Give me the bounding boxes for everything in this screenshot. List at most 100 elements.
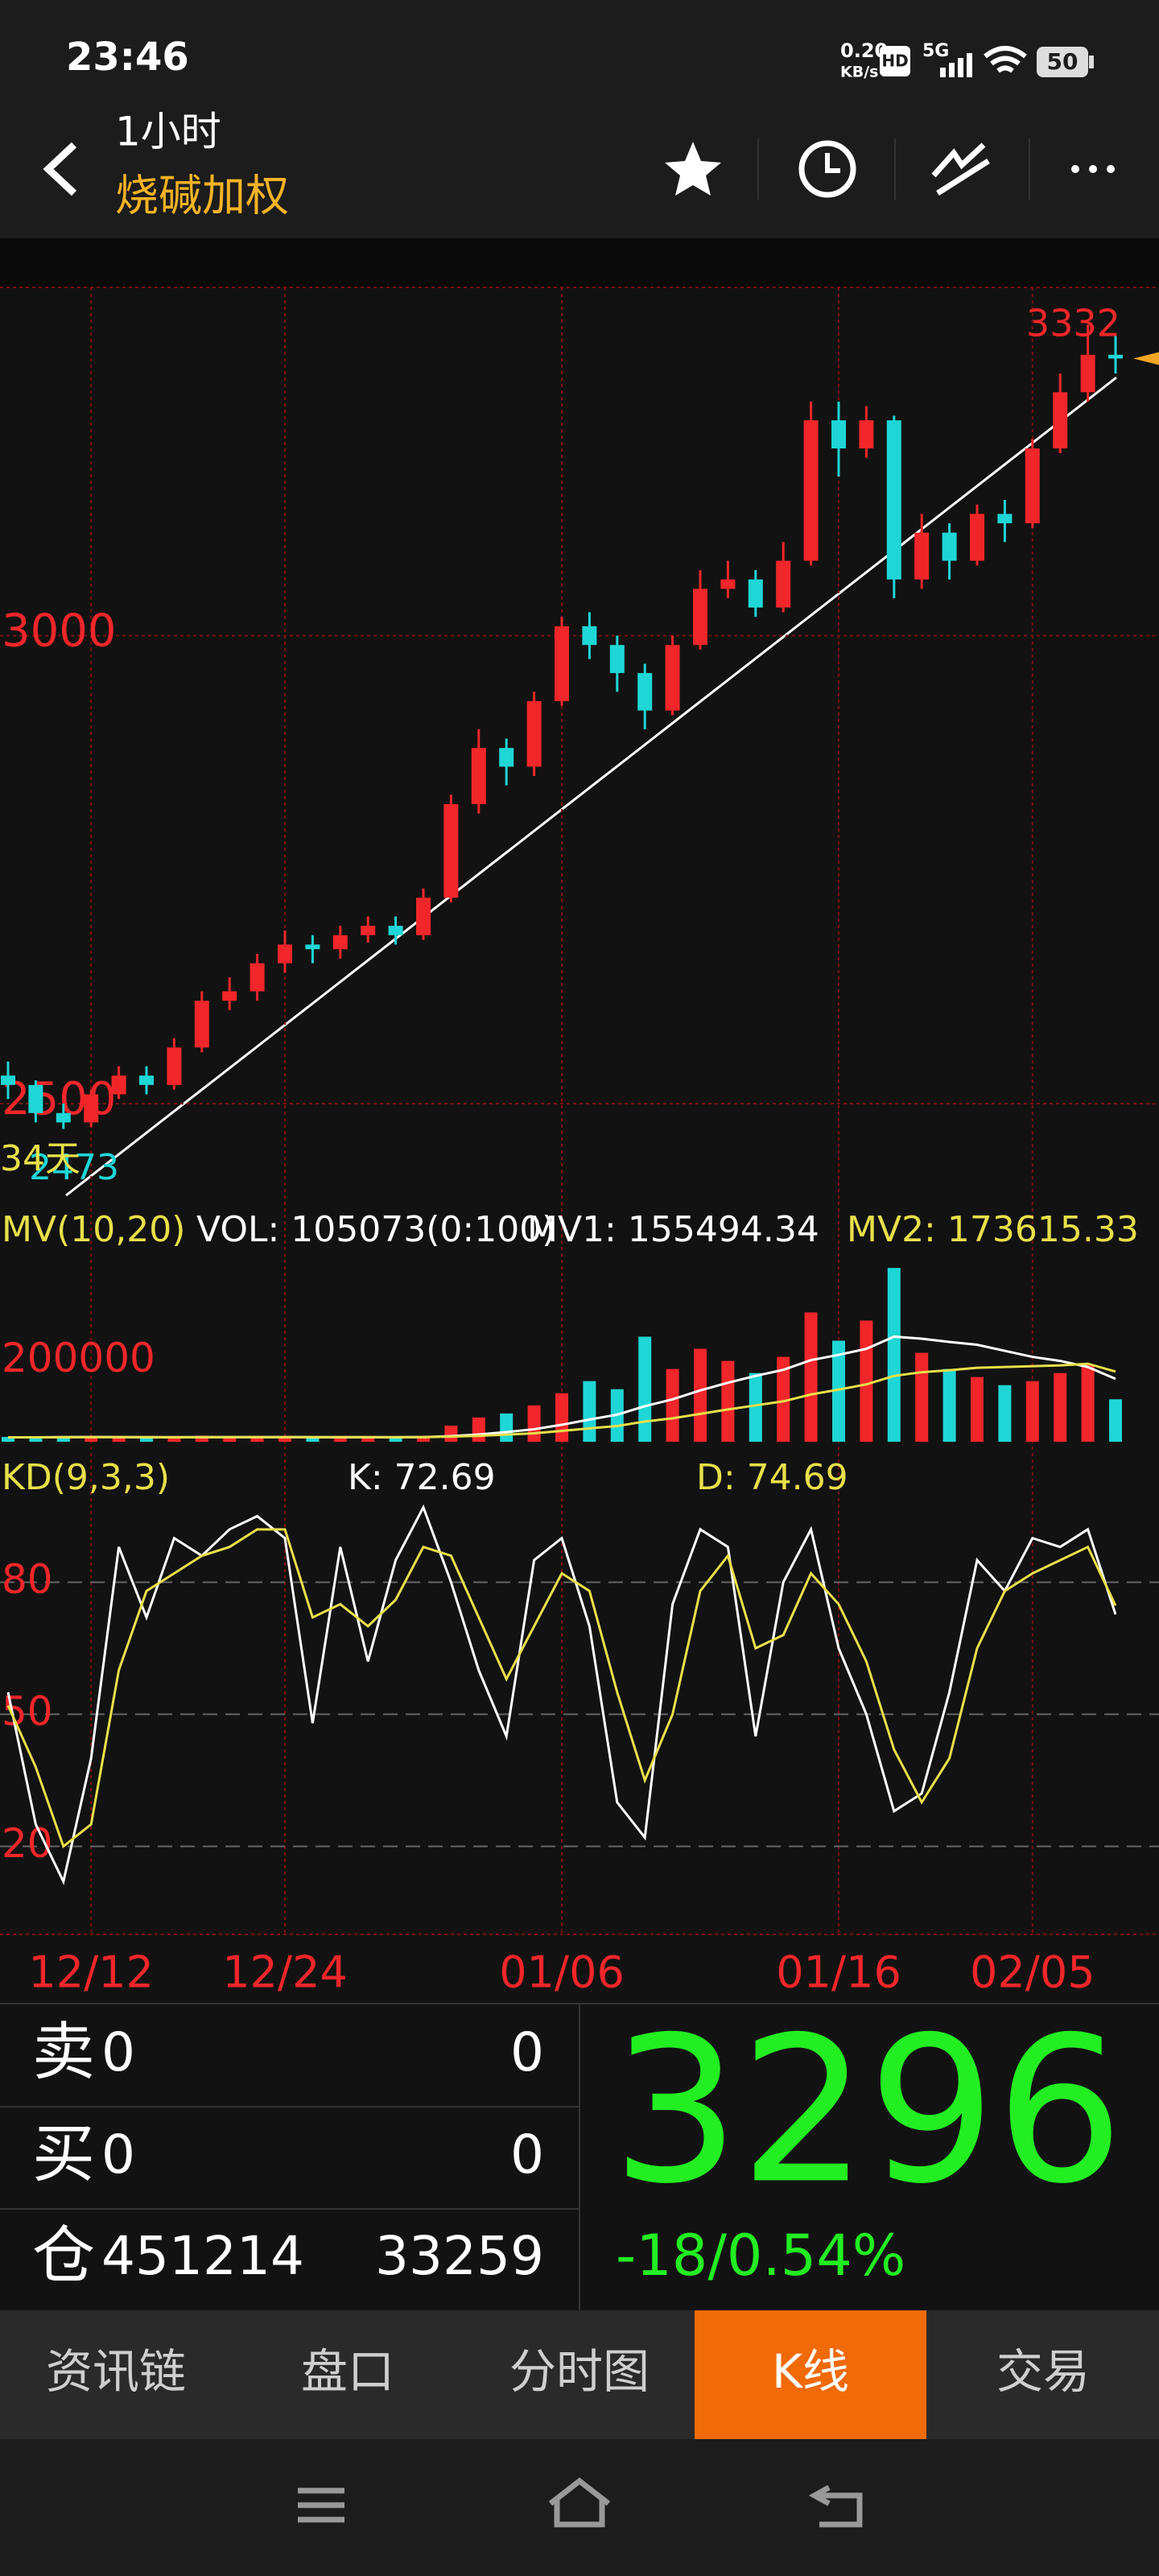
tab[interactable]: 分时图 xyxy=(509,2344,650,2399)
wifi xyxy=(984,46,1027,73)
candle-body xyxy=(28,1084,43,1113)
nav-home[interactable] xyxy=(548,2477,611,2528)
candle-body xyxy=(471,748,486,804)
draw-tool-icon[interactable] xyxy=(931,142,990,196)
volume-bar xyxy=(167,1436,181,1442)
time: 23:46 xyxy=(66,35,189,80)
volume-bar xyxy=(361,1437,375,1442)
nav-back[interactable] xyxy=(808,2484,863,2528)
volume-bar xyxy=(998,1385,1012,1442)
net-unit: KB/s xyxy=(840,64,878,81)
candle-body xyxy=(637,673,653,711)
candle-body xyxy=(1,1075,15,1085)
history-icon[interactable] xyxy=(798,140,856,198)
period: 1小时 xyxy=(115,109,221,155)
tab[interactable]: 盘口 xyxy=(301,2344,394,2399)
hd-badge xyxy=(880,46,910,76)
battery-tip xyxy=(1089,56,1094,68)
volume-bar xyxy=(721,1360,735,1442)
candle-body xyxy=(250,963,265,992)
tab[interactable]: K线 xyxy=(772,2344,849,2399)
volume-bar xyxy=(749,1373,762,1442)
volume-bar xyxy=(1025,1381,1039,1442)
row-right: 33259 xyxy=(375,2225,544,2287)
nav-bar xyxy=(0,2439,1159,2576)
volume-bar xyxy=(942,1368,956,1442)
volume-bar xyxy=(195,1435,208,1442)
x-tick-label: 02/05 xyxy=(970,1947,1095,1998)
row-left: 451214 xyxy=(101,2225,304,2287)
y-tick-label: 3000 xyxy=(2,605,117,658)
tabs: 资讯链 盘口 分时图 K线 交易 xyxy=(46,2310,1090,2439)
candle-body xyxy=(970,514,984,561)
volume-bar xyxy=(140,1437,153,1442)
candle-body xyxy=(997,514,1013,524)
candle-body xyxy=(803,420,819,561)
candle-body xyxy=(942,532,957,561)
chart-bg xyxy=(0,287,1159,2004)
indicator-line xyxy=(6,1504,1117,1885)
volume-bar xyxy=(804,1312,818,1442)
volume-bar xyxy=(444,1425,458,1442)
plot: 12/12 12/24 01/06 01/16 02/0525003000200000M… xyxy=(0,287,1159,1998)
candle-body xyxy=(1080,354,1095,393)
volume-bar xyxy=(278,1436,291,1442)
candle-body xyxy=(416,898,431,935)
last-price-marker xyxy=(1133,352,1159,365)
candle-body xyxy=(555,625,569,701)
candle-body xyxy=(693,588,707,646)
volume-bar xyxy=(333,1437,347,1442)
volume-bar xyxy=(112,1438,126,1442)
volume-bar xyxy=(1109,1399,1122,1442)
legend-entry: VOL: 105073(0:100) xyxy=(196,1209,555,1250)
volume-bar xyxy=(389,1438,402,1442)
x-tick-label: 01/06 xyxy=(499,1947,625,1998)
row-label: 卖 xyxy=(32,2016,95,2088)
row-left: 0 xyxy=(101,2124,135,2186)
net-type: 5G xyxy=(922,41,949,61)
candle-body xyxy=(886,420,901,580)
battery-level: 50 xyxy=(1047,48,1079,75)
candle-body xyxy=(665,645,680,711)
candle-body xyxy=(84,1094,99,1123)
candle-body xyxy=(388,926,403,935)
candle-body xyxy=(1053,392,1068,449)
candle-body xyxy=(222,991,237,1001)
legend-entry: MV1: 155494.34 xyxy=(527,1209,819,1250)
candle-body xyxy=(582,625,597,646)
legend-entry: K: 72.69 xyxy=(348,1457,496,1498)
top-bar xyxy=(0,0,1159,238)
candle-body xyxy=(499,748,514,767)
tab[interactable]: 交易 xyxy=(996,2344,1090,2399)
row-label: 买 xyxy=(32,2118,95,2190)
nav-menu[interactable] xyxy=(298,2487,344,2523)
volume-bar xyxy=(694,1348,707,1442)
volume-bar xyxy=(2,1436,14,1442)
row-label: 仓 xyxy=(32,2219,95,2292)
volume-bar xyxy=(500,1413,514,1442)
favorite-icon[interactable] xyxy=(665,142,721,196)
active-tab-bg xyxy=(695,2310,926,2439)
tab[interactable]: 资讯链 xyxy=(46,2344,186,2399)
candle-body xyxy=(1025,448,1040,524)
more-icon[interactable] xyxy=(1071,165,1115,173)
volume-bar xyxy=(417,1435,430,1442)
volume-bar xyxy=(666,1368,679,1442)
candle-body xyxy=(278,944,292,964)
ma-line xyxy=(8,1362,1116,1439)
tab-bar xyxy=(0,2310,1159,2439)
volume-bar xyxy=(583,1381,596,1442)
x-tick-label: 12/24 xyxy=(222,1947,348,1998)
candle-body xyxy=(361,926,376,935)
volume-bar xyxy=(1054,1373,1067,1442)
candle-body xyxy=(1108,354,1123,359)
candle-body xyxy=(332,935,348,950)
signal xyxy=(940,53,972,77)
back-button[interactable] xyxy=(43,142,77,196)
candle-body xyxy=(831,420,846,449)
max-label: 3332 xyxy=(1026,302,1120,345)
trend-line[interactable] xyxy=(65,376,1117,1197)
candle-body xyxy=(139,1075,154,1085)
volume-bar xyxy=(971,1377,984,1442)
volume-bar xyxy=(85,1437,98,1442)
